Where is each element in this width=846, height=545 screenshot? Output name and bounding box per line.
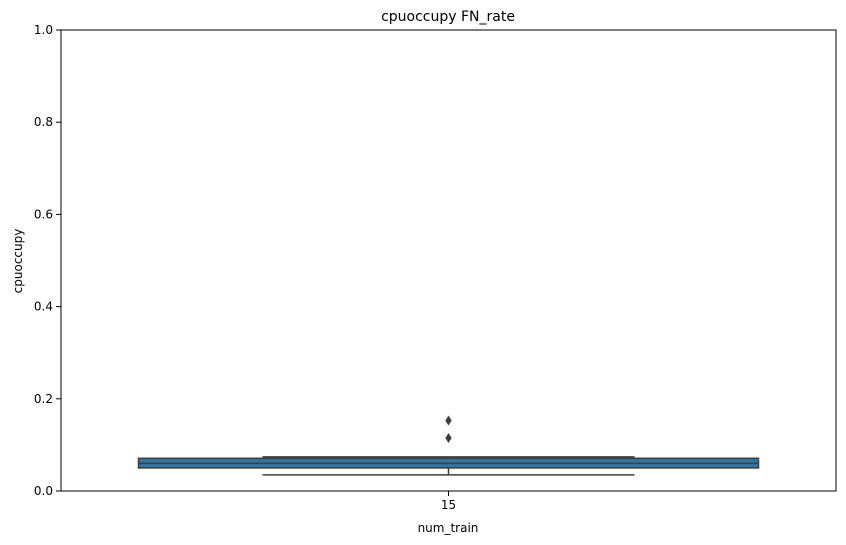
y-tick-label: 0.2 (34, 392, 53, 406)
x-tick-label: 15 (441, 498, 456, 512)
axes-frame (60, 29, 837, 492)
y-axis-label: cpuoccupy (11, 229, 25, 294)
y-axis: 0.0 0.2 0.4 0.6 0.8 1.0 (34, 23, 61, 498)
x-axis: 15 (441, 491, 456, 512)
y-tick-label: 1.0 (34, 23, 53, 37)
x-axis-label: num_train (418, 521, 479, 535)
y-tick-label: 0.6 (34, 207, 53, 221)
chart-title: cpuoccupy FN_rate (381, 9, 515, 25)
outlier-point (445, 415, 452, 426)
plot-area (137, 415, 760, 476)
y-tick-label: 0.8 (34, 115, 53, 129)
y-tick-label: 0.0 (34, 484, 53, 498)
y-tick-label: 0.4 (34, 300, 53, 314)
outlier-point (445, 432, 452, 443)
